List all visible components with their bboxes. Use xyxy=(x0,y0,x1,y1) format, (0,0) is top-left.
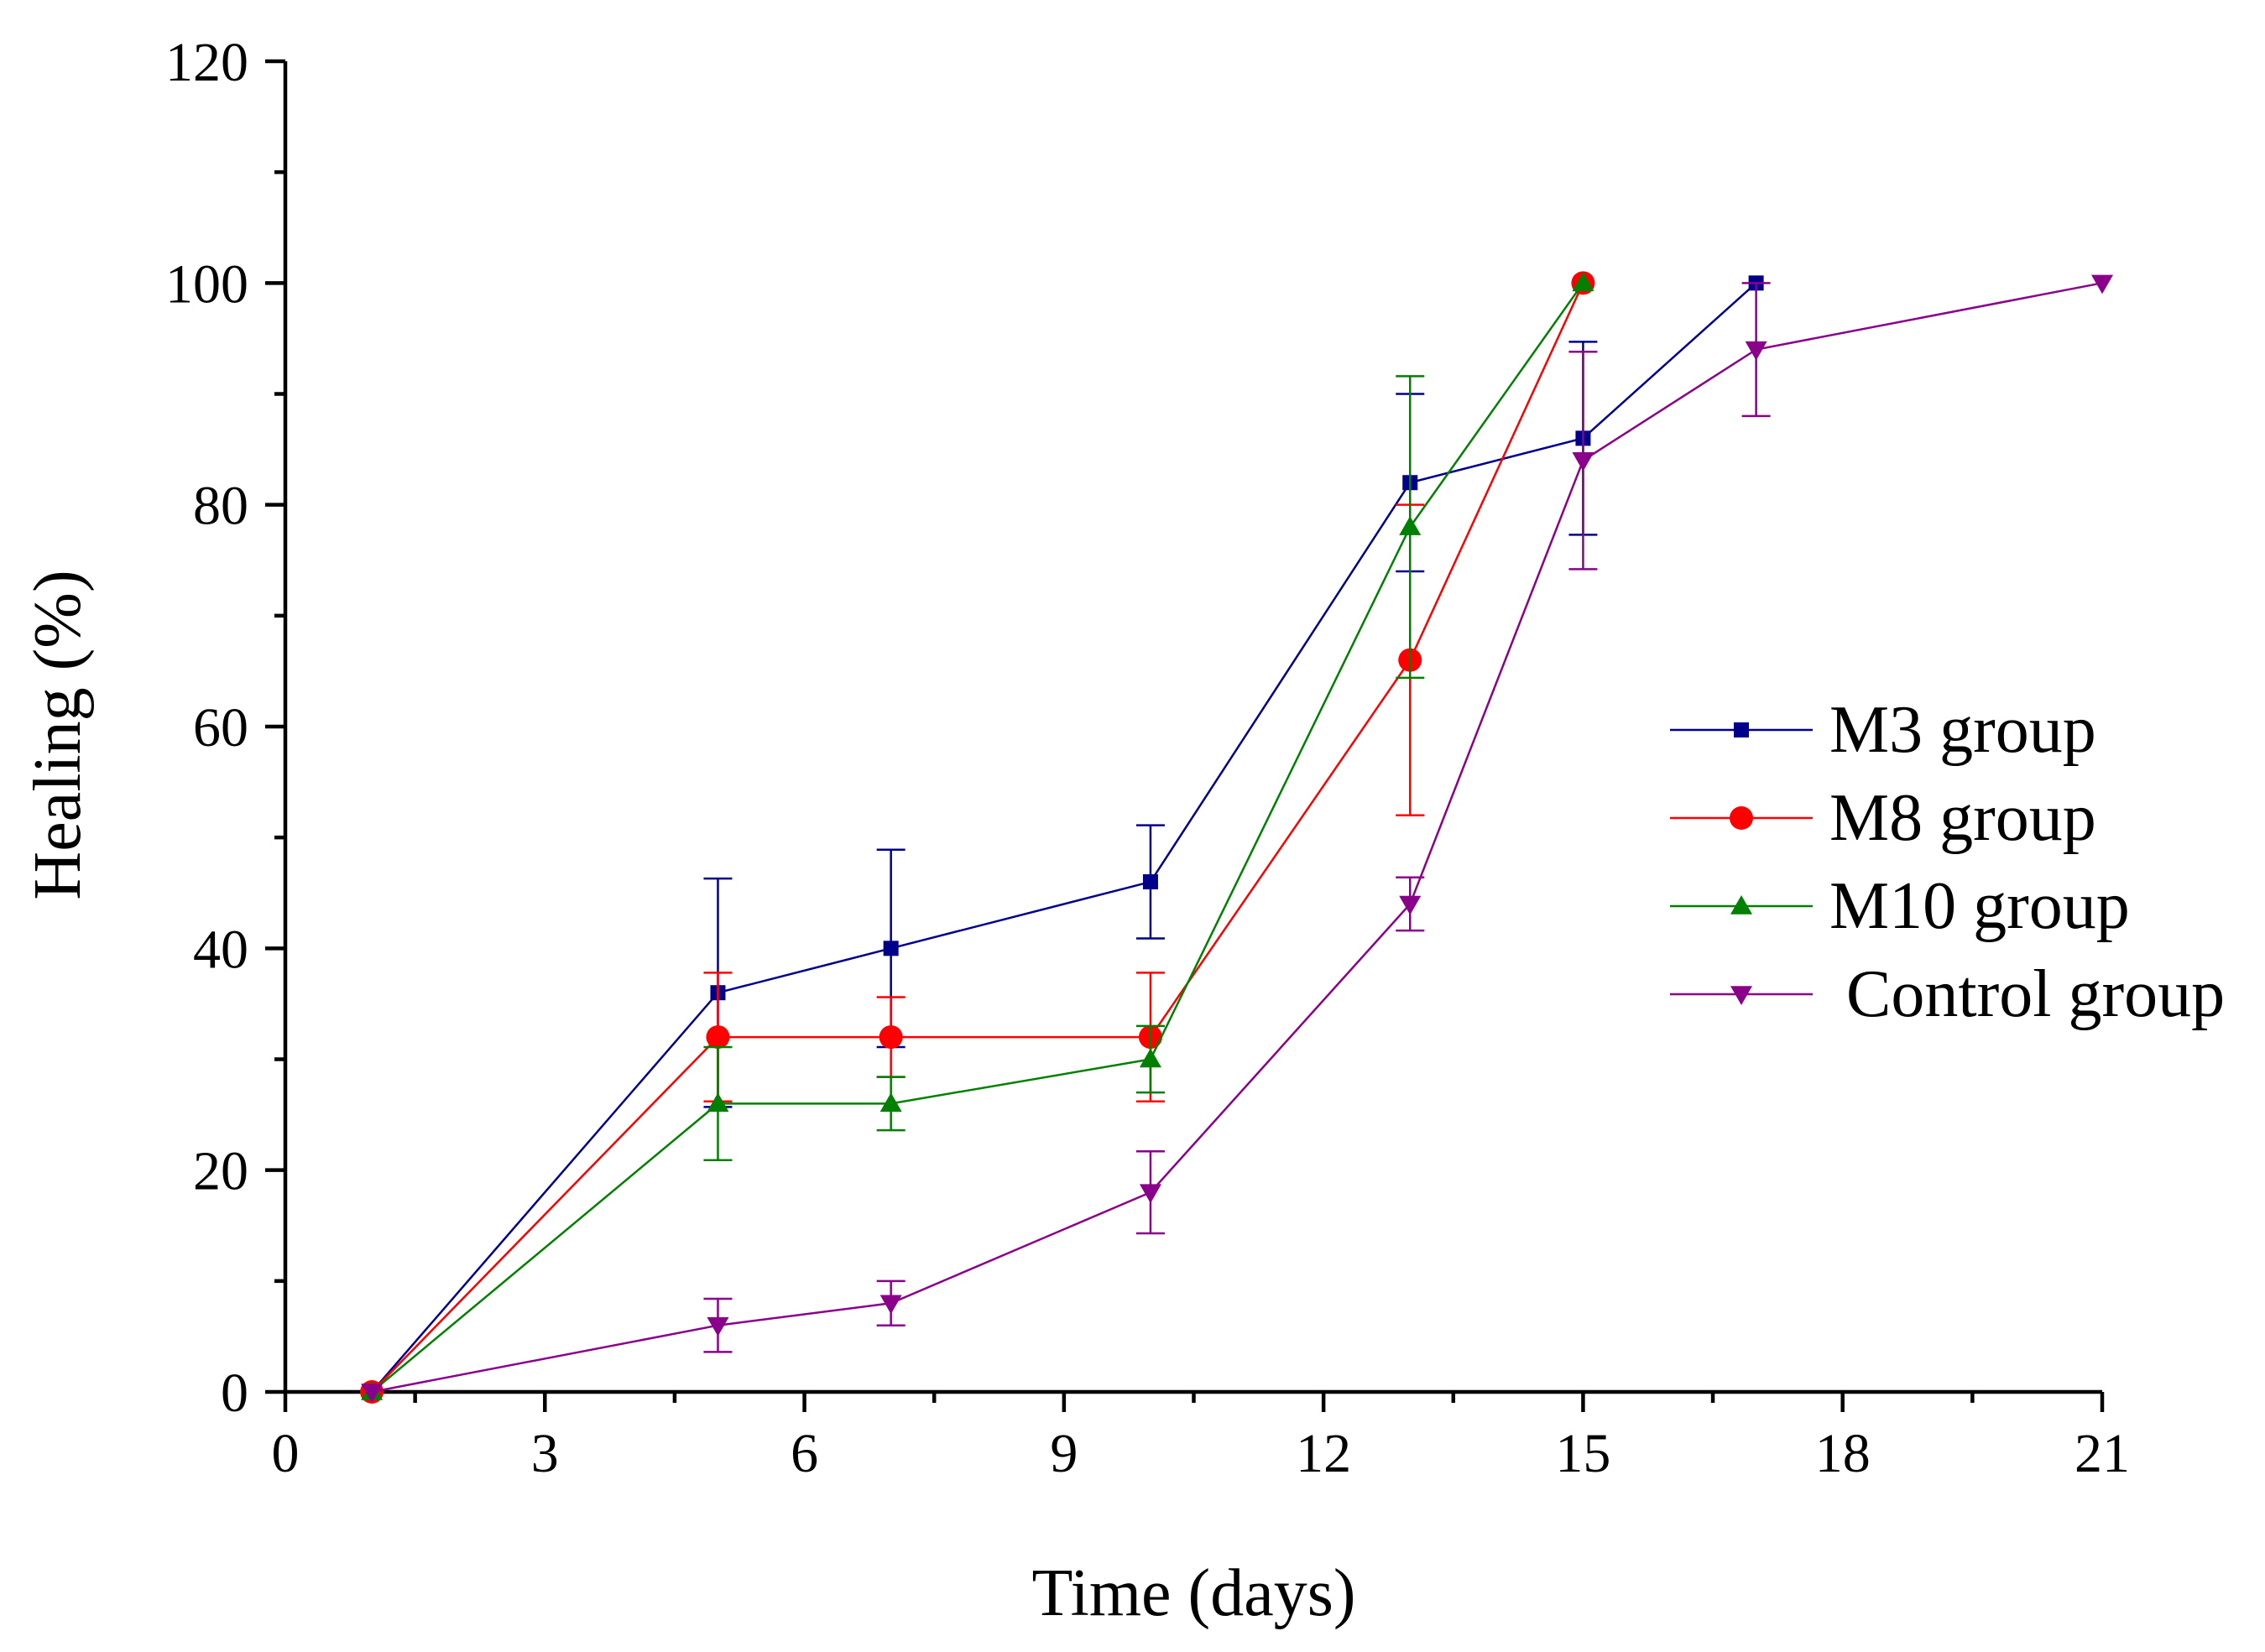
data-point xyxy=(706,1025,730,1050)
y-axis-title: Healing (%) xyxy=(21,570,95,899)
legend-label: Control group xyxy=(1829,957,2225,1031)
legend-label: M8 group xyxy=(1829,781,2096,855)
legend-swatch-marker xyxy=(1734,722,1749,737)
data-point xyxy=(707,1316,729,1337)
legend-item: Control group xyxy=(1670,957,2225,1031)
x-tick-label: 15 xyxy=(1555,1423,1610,1484)
axes: 0 3 6 9 12 15 18 21 0 20 40 60 80 100 120 xyxy=(165,32,2130,1484)
series-4 xyxy=(361,274,2113,1403)
series-line xyxy=(371,282,1584,1393)
data-point xyxy=(883,941,899,956)
y-tick-label: 60 xyxy=(193,697,248,758)
x-tick-label: 6 xyxy=(791,1423,818,1484)
series-line xyxy=(371,282,1584,1393)
data-point xyxy=(707,1092,729,1113)
legend-label: M10 group xyxy=(1829,869,2130,943)
x-tick-label: 12 xyxy=(1296,1423,1351,1484)
y-tick-label: 20 xyxy=(193,1141,248,1202)
data-point xyxy=(1572,272,1594,292)
y-tick-label: 40 xyxy=(193,919,248,980)
x-tick-label: 18 xyxy=(1815,1423,1871,1484)
data-point xyxy=(1399,516,1422,535)
legend-item: M10 group xyxy=(1670,869,2130,943)
y-tick-label: 100 xyxy=(165,253,248,315)
y-tick-label: 120 xyxy=(165,32,248,93)
data-point xyxy=(879,1092,902,1113)
legend: M3 group M8 group M10 group Control group xyxy=(1670,693,2225,1031)
legend-label: M3 group xyxy=(1829,693,2096,767)
legend-item: M8 group xyxy=(1670,781,2096,855)
plot-area xyxy=(360,271,2113,1404)
y-tick-label: 80 xyxy=(193,476,248,537)
data-point xyxy=(879,1025,903,1050)
x-axis-title: Time (days) xyxy=(1032,1556,1356,1630)
data-point xyxy=(1139,1184,1161,1204)
legend-swatch-marker xyxy=(1730,986,1752,1005)
series-1 xyxy=(364,275,1764,1399)
data-point xyxy=(1745,341,1767,361)
series-line xyxy=(371,282,1757,1393)
data-point xyxy=(2091,274,2113,294)
x-tick-label: 3 xyxy=(531,1423,559,1484)
series-line xyxy=(371,282,2103,1394)
y-tick-label: 0 xyxy=(221,1363,248,1424)
data-point xyxy=(1142,874,1158,890)
legend-item: M3 group xyxy=(1670,693,2096,767)
data-point xyxy=(879,1295,902,1315)
data-point xyxy=(361,1384,384,1403)
legend-swatch-marker xyxy=(1730,806,1753,830)
x-tick-label: 9 xyxy=(1050,1423,1078,1484)
x-tick-label: 21 xyxy=(2075,1423,2130,1484)
data-point xyxy=(1139,1048,1161,1068)
data-point xyxy=(1572,452,1594,472)
x-tick-label: 0 xyxy=(272,1423,300,1484)
series-3 xyxy=(361,272,1594,1400)
legend-swatch-marker xyxy=(1730,895,1752,915)
data-point xyxy=(1399,895,1422,915)
